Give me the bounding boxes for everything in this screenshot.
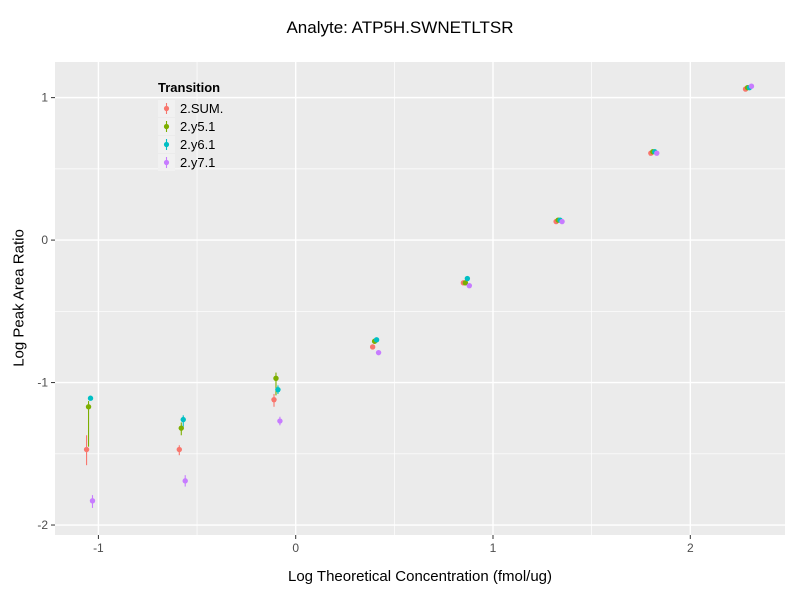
legend-items: 2.SUM. 2.y5.1 2.y6.1 2.y7.1 [158,99,223,171]
data-point [83,446,90,453]
y-tick-label: -2 [37,518,48,532]
legend-item: 2.y5.1 [158,117,223,135]
data-point [89,498,96,504]
data-point [176,446,182,453]
legend-item: 2.y6.1 [158,135,223,153]
data-point [87,395,94,401]
data-point [369,344,376,350]
data-point [462,280,469,286]
data-point [273,375,279,381]
pointrange-glyph [158,135,175,153]
legend: Transition 2.SUM. 2.y5.1 2.y6.1 2.y7.1 [158,80,223,171]
data-point [178,425,184,431]
y-tick-label: 0 [41,233,48,247]
data-point [277,418,283,424]
data-point [748,83,755,89]
legend-item: 2.SUM. [158,99,223,117]
data-point [654,150,660,156]
data-point [464,275,471,282]
pointrange-glyph [158,117,175,135]
y-axis-label: Log Peak Area Ratio [10,229,28,367]
plot-panel [55,62,785,535]
pointrange-glyph [158,153,175,171]
x-tick-label: -1 [93,541,104,555]
legend-title: Transition [158,80,221,95]
chart-title: Analyte: ATP5H.SWNETLTSR [286,18,514,37]
x-axis-label: Log Theoretical Concentration (fmol/ug) [287,568,553,585]
legend-item-label: 2.SUM. [180,100,224,116]
data-point [373,337,380,343]
data-point [180,416,186,423]
data-point [466,282,473,289]
x-tick-label: 2 [687,541,694,555]
legend-item-label: 2.y6.1 [180,136,216,152]
data-point [182,478,188,484]
y-tick-label: 1 [41,91,48,105]
data-point [271,396,277,403]
x-tick-label: 0 [292,541,299,555]
data-point [275,386,281,393]
legend-item-label: 2.y7.1 [180,154,216,170]
pointrange-glyph [158,99,175,117]
legend-item: 2.y7.1 [158,153,223,171]
data-point [85,404,92,410]
data-point [559,218,565,225]
x-tick-label: 1 [490,541,497,555]
data-point [375,349,382,356]
legend-item-label: 2.y5.1 [180,118,216,134]
y-tick-label: -1 [37,376,48,390]
